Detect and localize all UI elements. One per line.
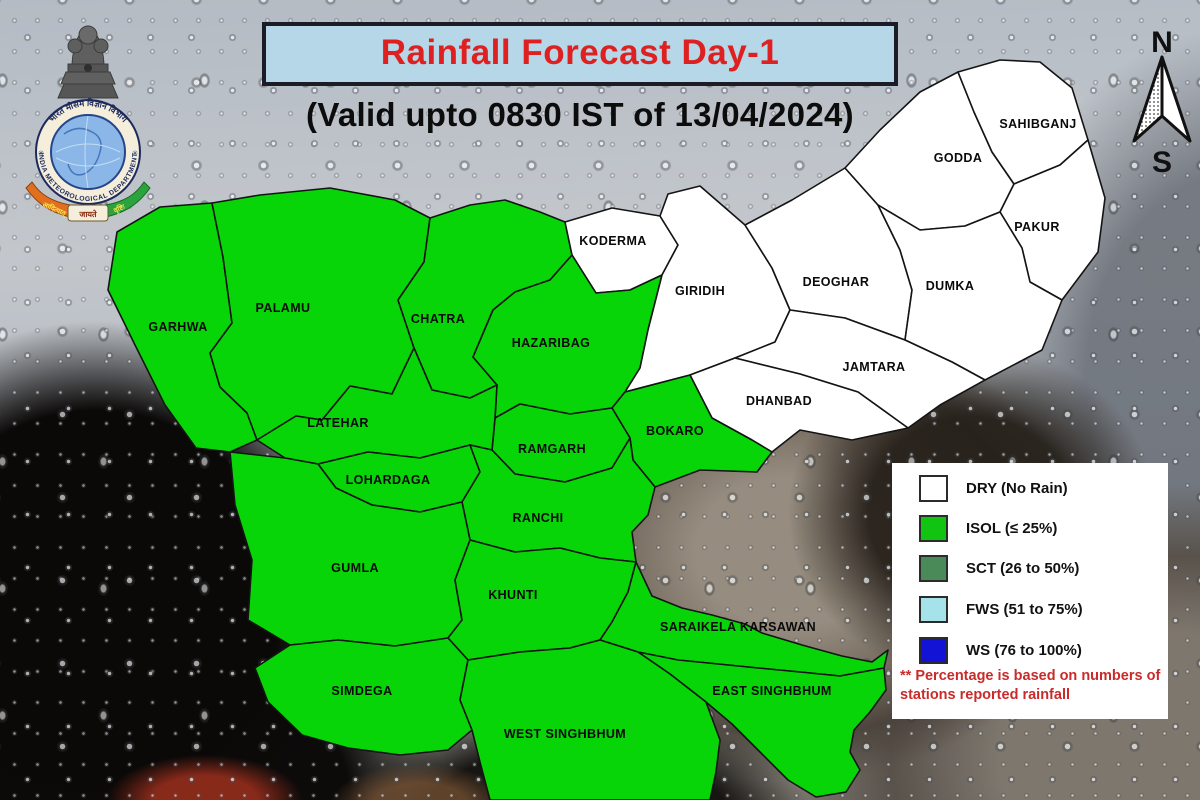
legend-row-isol: ISOL (≤ 25%) (919, 513, 1057, 543)
district-label-bokaro: BOKARO (646, 424, 704, 438)
validity-text: (Valid upto 0830 IST of 13/04/2024) (306, 96, 854, 133)
district-label-gumla: GUMLA (331, 561, 379, 575)
title-banner: Rainfall Forecast Day-1 (262, 22, 898, 86)
legend-row-sct: SCT (26 to 50%) (919, 553, 1079, 583)
district-label-pakur: PAKUR (1014, 220, 1060, 234)
legend-panel: DRY (No Rain) ISOL (≤ 25%) SCT (26 to 50… (892, 463, 1168, 719)
legend-label-dry: DRY (No Rain) (966, 479, 1068, 497)
district-label-hazaribag: HAZARIBAG (512, 336, 591, 350)
north-arrow-left-half-icon (1132, 55, 1164, 143)
seal-star-left-icon: ✳ (38, 149, 45, 158)
compass-north-label: N (1151, 26, 1173, 59)
north-arrow-right-half-icon (1160, 55, 1192, 143)
district-label-saraikela-karsawan: SARAIKELA KARSAWAN (660, 620, 816, 634)
imd-seal-icon: भारत मौसम विज्ञान विभाग INDIA METEOROLOG… (35, 98, 141, 205)
legend-footnote-line1: ** Percentage is based on numbers of (900, 668, 1161, 684)
district-label-khunti: KHUNTI (488, 588, 538, 602)
motto-center-text: जायते (78, 209, 97, 219)
legend-label-ws: WS (76 to 100%) (966, 641, 1082, 659)
legend-row-dry: DRY (No Rain) (919, 473, 1068, 503)
district-label-giridih: GIRIDIH (675, 284, 725, 298)
district-label-lohardaga: LOHARDAGA (346, 473, 431, 487)
legend-footnote: ** Percentage is based on numbers of sta… (900, 667, 1162, 705)
north-arrow: N S (1132, 26, 1192, 179)
legend-footnote-line2: stations reported rainfall (900, 687, 1071, 703)
legend-row-ws: WS (76 to 100%) (919, 635, 1082, 665)
district-label-simdega: SIMDEGA (331, 684, 392, 698)
ashoka-emblem-icon (57, 25, 119, 99)
legend-swatch-isol (919, 514, 948, 542)
district-label-east-singhbhum: EAST SINGHBHUM (712, 684, 832, 698)
legend-swatch-dry (919, 474, 948, 502)
district-label-palamu: PALAMU (256, 301, 311, 315)
legend-swatch-ws (919, 636, 948, 664)
district-label-dhanbad: DHANBAD (746, 394, 812, 408)
legend-label-fws: FWS (51 to 75%) (966, 600, 1083, 618)
legend-row-fws: FWS (51 to 75%) (919, 594, 1083, 624)
legend-swatch-sct (919, 554, 948, 582)
seal-star-right-icon: ✳ (132, 149, 139, 158)
legend-label-isol: ISOL (≤ 25%) (966, 519, 1058, 537)
imd-logo: भारत मौसम विज्ञान विभाग INDIA METEOROLOG… (25, 25, 151, 222)
district-label-koderma: KODERMA (579, 234, 646, 248)
compass-south-label: S (1152, 146, 1172, 179)
district-label-sahibganj: SAHIBGANJ (999, 117, 1076, 131)
district-label-jamtara: JAMTARA (843, 360, 906, 374)
legend-swatch-fws (919, 595, 948, 623)
district-label-godda: GODDA (934, 151, 983, 165)
district-label-deoghar: DEOGHAR (803, 275, 870, 289)
district-label-garhwa: GARHWA (148, 320, 207, 334)
district-label-ramgarh: RAMGARH (518, 442, 586, 456)
page-title: Rainfall Forecast Day-1 (380, 33, 780, 72)
district-label-latehar: LATEHAR (307, 416, 369, 430)
legend-label-sct: SCT (26 to 50%) (966, 559, 1080, 577)
district-label-ranchi: RANCHI (512, 511, 563, 525)
district-label-west-singhbhum: WEST SINGHBHUM (504, 727, 626, 741)
district-label-dumka: DUMKA (926, 279, 975, 293)
district-label-chatra: CHATRA (411, 312, 465, 326)
